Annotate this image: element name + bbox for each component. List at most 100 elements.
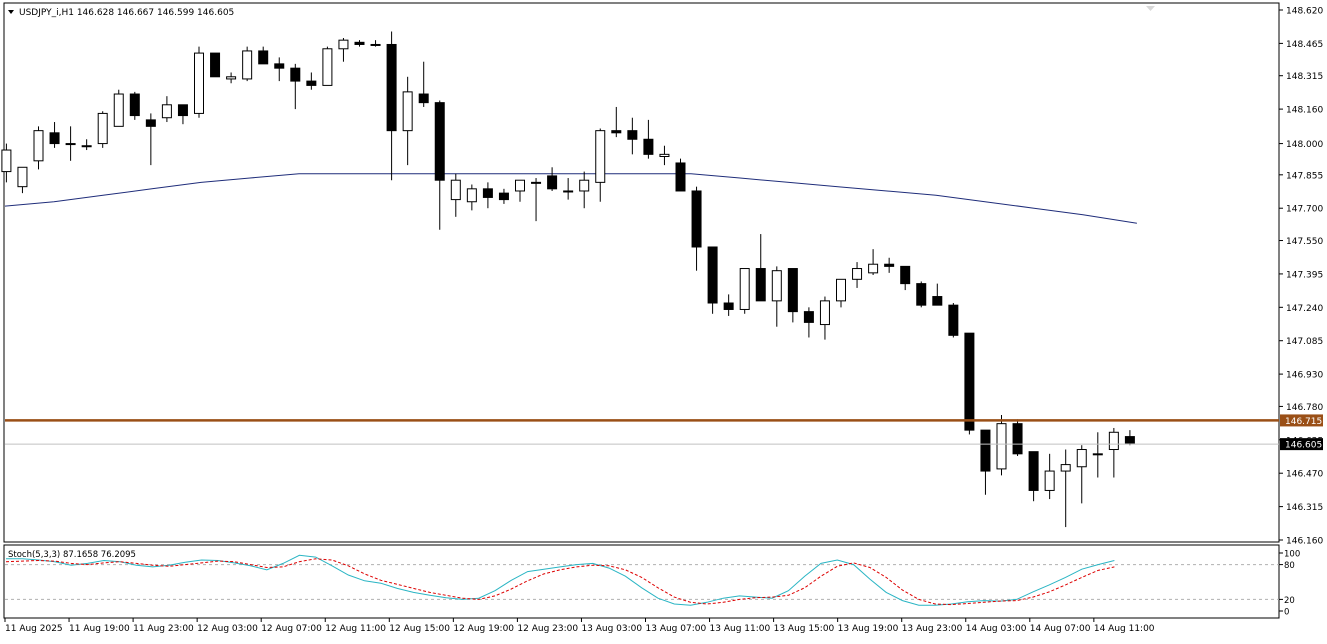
- bear-candle-body: [787, 268, 798, 313]
- bull-candle-body: [868, 263, 879, 274]
- candle: [852, 262, 863, 288]
- bear-candle-body: [386, 43, 397, 132]
- bear-candle-body: [145, 119, 156, 127]
- bull-candle-body: [242, 50, 253, 80]
- bull-candle-body: [194, 52, 204, 114]
- candle: [707, 246, 718, 314]
- chart-shift-marker-icon[interactable]: [1146, 6, 1155, 11]
- bull-candle-body: [852, 268, 863, 280]
- candle: [1108, 427, 1119, 478]
- bear-candle-body: [177, 104, 188, 117]
- price-label: 148.000: [1286, 140, 1323, 150]
- candle: [498, 188, 509, 204]
- moving-average-line: [4, 173, 1137, 224]
- candle: [113, 89, 124, 127]
- price-label: 148.465: [1286, 40, 1323, 50]
- current-price-label: 146.605: [1285, 441, 1322, 451]
- bull-candle-body: [97, 112, 108, 145]
- time-label: 13 Aug 23:00: [902, 624, 963, 634]
- candle: [515, 179, 525, 202]
- candlestick-series: [1, 31, 1135, 528]
- bull-candle-body: [33, 130, 44, 162]
- bear-candle-body: [306, 80, 317, 86]
- bear-candle-body: [258, 50, 269, 65]
- bull-candle-body: [1108, 431, 1119, 451]
- bear-candle-body: [49, 132, 60, 145]
- bear-candle-body: [482, 188, 493, 198]
- bear-candle-body: [1124, 436, 1135, 444]
- candle: [274, 57, 285, 82]
- candle: [338, 38, 349, 62]
- candle: [354, 40, 365, 47]
- candle: [418, 61, 429, 107]
- bear-candle-body: [274, 63, 285, 69]
- time-label: 13 Aug 15:00: [774, 624, 835, 634]
- time-label: 13 Aug 19:00: [838, 624, 899, 634]
- bear-candle-body: [900, 265, 911, 285]
- price-label: 147.085: [1286, 337, 1323, 347]
- bear-candle-body: [129, 93, 140, 117]
- bull-candle-body: [595, 130, 606, 183]
- bear-candle-body: [1028, 451, 1039, 491]
- bear-candle-body: [354, 41, 365, 45]
- candle: [49, 122, 60, 148]
- chevron-down-icon[interactable]: [8, 10, 14, 14]
- candle: [1124, 430, 1135, 446]
- candle: [402, 76, 413, 166]
- candle: [434, 100, 445, 230]
- bull-candle-body: [113, 93, 124, 127]
- indicator-frame: [3, 544, 1280, 619]
- current-price-tag: [1280, 438, 1323, 451]
- bull-candle-body: [1060, 464, 1071, 472]
- price-label: 148.160: [1286, 106, 1323, 116]
- candle: [868, 249, 879, 275]
- candle: [290, 63, 301, 110]
- candle: [1076, 445, 1087, 504]
- time-label: 14 Aug 03:00: [966, 624, 1027, 634]
- symbol-header[interactable]: USDJPY_i,H1 146.628 146.667 146.599 146.…: [8, 8, 234, 18]
- candle: [1, 143, 12, 183]
- bull-candle-body: [65, 143, 76, 146]
- price-label: 146.160: [1286, 537, 1323, 547]
- moving-average-polyline: [4, 173, 1137, 224]
- bull-candle-body: [322, 48, 333, 86]
- time-label: 14 Aug 11:00: [1094, 624, 1155, 634]
- candle: [595, 128, 606, 202]
- time-label: 12 Aug 23:00: [517, 624, 578, 634]
- bear-candle-body: [434, 102, 445, 181]
- drawn-objects[interactable]: [5, 415, 1327, 503]
- price-label: 147.550: [1286, 237, 1323, 247]
- bull-candle-body: [402, 91, 413, 132]
- candle: [145, 113, 156, 166]
- bear-candle-body: [932, 296, 943, 306]
- bull-candle-body: [17, 166, 28, 188]
- stoch-axis-label: 20: [1284, 596, 1295, 606]
- bull-candle-body: [996, 423, 1007, 470]
- bear-candle-body: [803, 311, 814, 323]
- main-chart-frame: [3, 2, 1280, 543]
- candle: [306, 72, 317, 90]
- bear-candle-body: [643, 138, 654, 155]
- candle: [836, 278, 846, 308]
- candle: [980, 429, 991, 495]
- time-label: 14 Aug 07:00: [1030, 624, 1091, 634]
- bull-candle-body: [579, 179, 590, 192]
- candle: [194, 46, 204, 118]
- stoch-axis-label: 80: [1284, 561, 1295, 571]
- candle: [803, 307, 814, 338]
- bear-candle-body: [627, 130, 638, 140]
- candle: [242, 46, 253, 82]
- candle: [627, 117, 638, 155]
- bull-candle-body: [819, 300, 830, 326]
- candle: [739, 268, 750, 314]
- bull-candle-body: [1092, 453, 1103, 456]
- candle: [210, 52, 221, 78]
- candle: [97, 111, 108, 148]
- level-price-tag: [1280, 414, 1323, 427]
- price-label: 146.930: [1286, 371, 1323, 381]
- time-label: 12 Aug 19:00: [453, 624, 514, 634]
- time-label: 11 Aug 23:00: [133, 624, 194, 634]
